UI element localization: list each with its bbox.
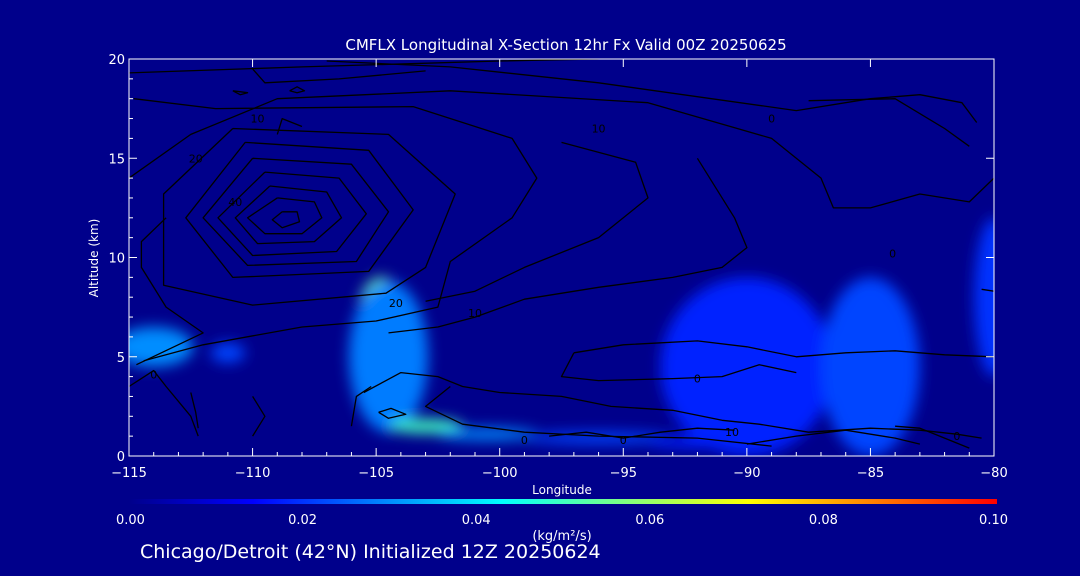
contour-label: 0 (889, 248, 896, 261)
contour-line (363, 371, 982, 439)
contour-line (129, 59, 599, 74)
x-tick-label: −110 (235, 466, 271, 481)
heat-region (388, 419, 463, 434)
contour-label: 10 (468, 307, 482, 320)
contour-label: 0 (694, 373, 701, 386)
colorbar-tick-label: 0.10 (979, 513, 1008, 528)
contour-line (129, 369, 199, 437)
y-tick-label: 0 (117, 450, 125, 465)
contour-label: 0 (953, 430, 960, 443)
contour-label: 0 (620, 434, 627, 447)
contour-line (573, 340, 994, 358)
footer-caption: Chicago/Detroit (42°N) Initialized 12Z 2… (140, 541, 601, 563)
y-tick-label: 15 (108, 152, 125, 167)
y-tick-label: 20 (108, 53, 125, 68)
colorbar-tick-label: 0.02 (288, 513, 317, 528)
contour-line (895, 425, 970, 449)
contour-line (232, 90, 249, 96)
x-tick-label: −90 (733, 466, 760, 481)
contour-label: 10 (725, 426, 739, 439)
colorbar-tick-label: 0.00 (116, 513, 145, 528)
contour-line (326, 60, 978, 123)
contour-line (560, 352, 797, 382)
y-axis: 0 5 10 15 20 (108, 53, 994, 465)
contour-label: 10 (251, 113, 265, 126)
colorbar-tick-label: 0.08 (809, 513, 838, 528)
contour-lines (129, 59, 994, 449)
y-tick-label: 10 (108, 252, 125, 267)
contour-line (252, 68, 426, 84)
contour-line (202, 157, 390, 267)
contour-line (234, 185, 343, 245)
heat-region (210, 342, 246, 363)
x-tick-label: −85 (857, 466, 884, 481)
contour-line (136, 217, 204, 366)
x-tick-label: −115 (111, 466, 147, 481)
x-axis: −115 −110 −105 −100 −95 −90 −85 −80 (111, 59, 1008, 481)
contour-label: 0 (768, 113, 775, 126)
y-axis-label: Altitude (km) (87, 219, 101, 298)
contour-label: 10 (592, 122, 606, 135)
contour-line (162, 127, 456, 306)
contour-line (378, 407, 407, 419)
contour-line (808, 98, 970, 147)
chart-title: CMFLX Longitudinal X-Section 12hr Fx Val… (345, 36, 786, 54)
x-axis-label: Longitude (532, 483, 592, 497)
contour-line (746, 429, 921, 445)
contour-label: 0 (521, 434, 528, 447)
contour-line (129, 90, 994, 209)
heat-region (821, 277, 920, 456)
contour-line (388, 157, 748, 334)
contour-line (424, 385, 772, 447)
colorbar (129, 499, 997, 504)
x-tick-label: −100 (482, 466, 518, 481)
x-tick-label: −105 (358, 466, 394, 481)
contour-labels: 40 20 20 10 10 10 0 0 0 0 0 10 0 0 (150, 113, 960, 448)
contour-line (185, 141, 414, 279)
contour-label: 0 (150, 369, 157, 382)
x-tick-label: −95 (610, 466, 637, 481)
contour-line (549, 427, 735, 439)
heat-region (129, 326, 194, 367)
y-tick-label: 5 (117, 351, 125, 366)
contour-label: 20 (389, 297, 403, 310)
colorbar-units-label: (kg/m²/s) (532, 529, 591, 544)
colorbar-tick-label: 0.04 (462, 513, 491, 528)
contour-label: 20 (189, 152, 203, 165)
heat-region (660, 277, 834, 456)
contour-line (350, 385, 372, 427)
contour-label: 40 (228, 196, 242, 209)
contour-line (252, 396, 266, 437)
colorbar-ticks: 0.00 0.02 0.04 0.06 0.08 0.10 (116, 513, 1008, 528)
colorbar-tick-label: 0.06 (635, 513, 664, 528)
contour-line (981, 288, 994, 292)
contour-line (246, 197, 323, 235)
heat-region (348, 281, 429, 433)
contour-line (190, 392, 199, 429)
contour-line (271, 211, 301, 229)
contour-line (276, 117, 303, 135)
contour-line (425, 141, 649, 302)
contour-line (133, 98, 538, 362)
x-tick-label: −80 (980, 466, 1007, 481)
contour-line (289, 86, 306, 94)
contour-line (217, 171, 367, 257)
